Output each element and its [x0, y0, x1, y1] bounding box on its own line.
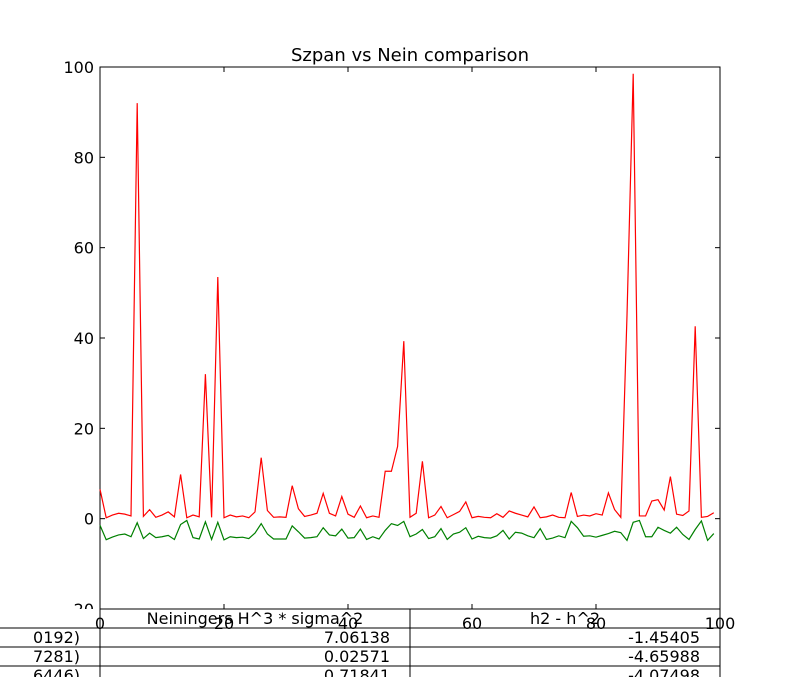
table-cell: 6446) — [33, 666, 80, 677]
x-tick-label: 100 — [705, 614, 736, 633]
table-cell: -1.45405 — [628, 628, 700, 647]
table-cell: 7281) — [33, 647, 80, 666]
y-tick-label: 80 — [74, 148, 94, 167]
table-column-header: h2 - h^2 — [530, 609, 600, 628]
x-tick-label: 20 — [214, 614, 234, 633]
x-tick-label: 0 — [95, 614, 105, 633]
y-tick-label: 40 — [74, 329, 94, 348]
table-cell: 0.71841 — [324, 666, 390, 677]
y-tick-label: 0 — [84, 510, 94, 529]
table-column-header: Neiningers H^3 * sigma^2 — [147, 609, 364, 628]
y-tick-label: 100 — [63, 58, 94, 77]
table-cell: -4.65988 — [628, 647, 700, 666]
y-tick-label: 20 — [74, 419, 94, 438]
table-cell: -4.07498 — [628, 666, 700, 677]
x-tick-label: 40 — [338, 614, 358, 633]
y-tick-label: 60 — [74, 239, 94, 258]
table-cell: 7.06138 — [324, 628, 390, 647]
series-line-1 — [99, 73, 715, 519]
data-table: Neiningers H^3 * sigma^2 h2 - h^2 0192) 7.0… — [0, 608, 736, 677]
table-cell: 0.02571 — [324, 647, 390, 666]
chart-title: Szpan vs Nein comparison — [291, 45, 529, 66]
x-tick-label: 60 — [462, 614, 482, 633]
x-tick-label: 80 — [586, 614, 606, 633]
table-cell: 0192) — [33, 628, 80, 647]
series-line-2 — [99, 519, 715, 542]
table-row — [0, 665, 721, 677]
